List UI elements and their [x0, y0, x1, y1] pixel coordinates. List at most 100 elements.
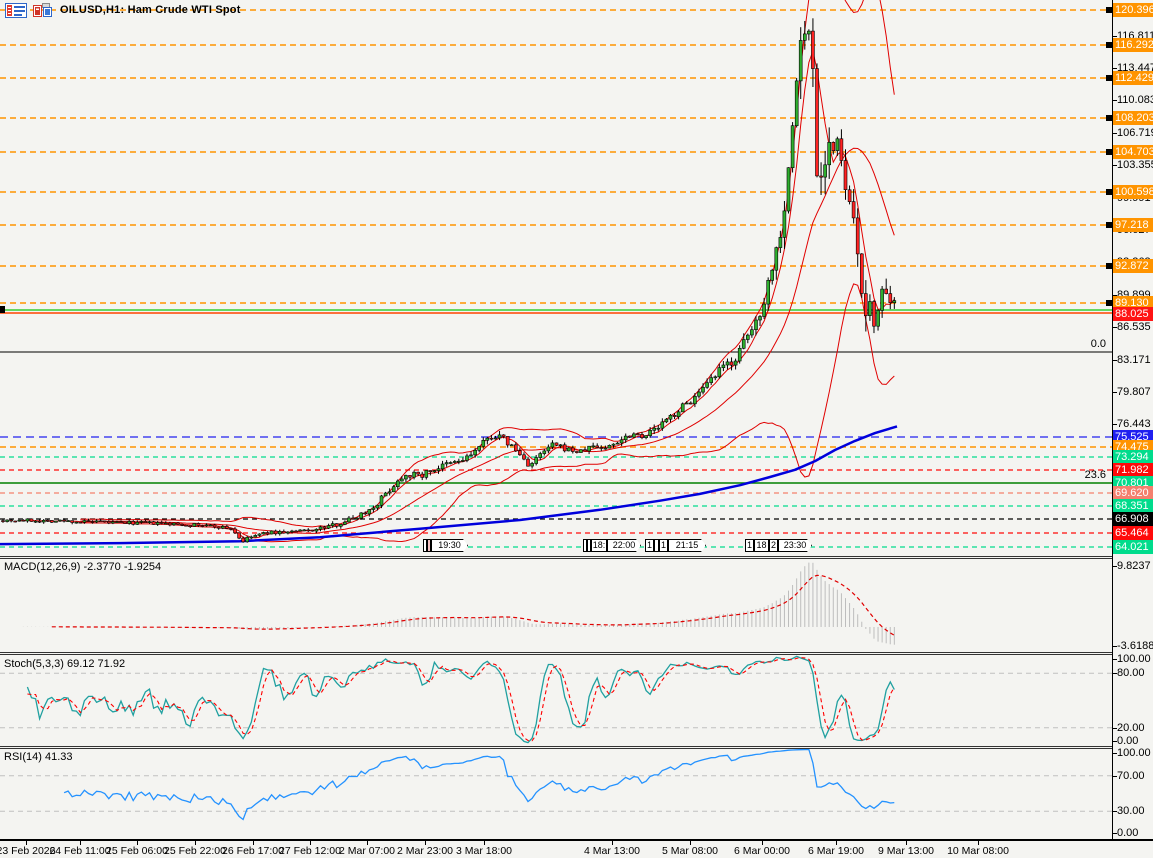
vline-time-tag[interactable]: 21:15 [668, 539, 706, 552]
vline-time-tag[interactable]: 18 [754, 539, 769, 552]
hline-marker[interactable] [1106, 7, 1112, 13]
stoch-panel-canvas[interactable] [0, 655, 1112, 746]
time-axis-tick [195, 841, 196, 845]
price-axis-tick [1112, 392, 1117, 393]
time-axis-tick [80, 841, 81, 845]
time-axis-tick [906, 841, 907, 845]
indicator-axis-label: 70.00 [1117, 770, 1145, 782]
panel-separator[interactable] [0, 652, 1112, 655]
time-axis-tick [367, 841, 368, 845]
price-axis-label: 76.443 [1117, 418, 1151, 430]
time-axis-label: 2 Mar 23:00 [396, 845, 454, 857]
indicator-axis-label: 100.00 [1117, 747, 1151, 759]
price-level-label[interactable]: 116.292 [1113, 38, 1153, 52]
price-level-label[interactable]: 120.396 [1113, 3, 1153, 17]
panel-separator[interactable] [0, 746, 1112, 749]
vline-time-tag[interactable] [587, 539, 591, 552]
vline-time-tag[interactable] [427, 539, 431, 552]
price-axis-tick [1112, 360, 1117, 361]
hline-marker[interactable] [1106, 222, 1112, 228]
chart-windows-icon[interactable] [32, 2, 55, 18]
price-level-label[interactable]: 69.620 [1113, 486, 1153, 500]
time-axis-label: 6 Mar 00:00 [733, 845, 791, 857]
price-level-label[interactable]: 100.598 [1113, 185, 1153, 199]
time-axis-label: 5 Mar 08:00 [661, 845, 719, 857]
hline-marker[interactable] [1106, 75, 1112, 81]
time-axis-label: 27 Feb 12:00 [279, 845, 341, 857]
hline-marker[interactable] [1106, 300, 1112, 306]
hline-marker[interactable] [1106, 42, 1112, 48]
vline-time-tag[interactable]: 23:30 [778, 539, 812, 552]
vline-time-tag[interactable] [654, 539, 659, 552]
price-axis-label: 79.807 [1117, 386, 1151, 398]
hline-marker[interactable] [1106, 263, 1112, 269]
indicator-axis-tick [1112, 833, 1117, 834]
price-level-label[interactable]: 108.203 [1113, 111, 1153, 125]
price-level-label[interactable]: 112.429 [1113, 71, 1153, 85]
hline-marker[interactable] [1106, 115, 1112, 121]
price-axis-tick [1112, 165, 1117, 166]
vline-time-tag[interactable] [583, 539, 587, 552]
time-axis[interactable] [0, 839, 1153, 858]
price-axis-label: 83.171 [1117, 354, 1151, 366]
macd-panel-canvas[interactable] [0, 559, 1112, 652]
hline-marker[interactable] [1106, 149, 1112, 155]
price-level-label[interactable]: 104.703 [1113, 145, 1153, 159]
price-level-label[interactable]: 97.218 [1113, 218, 1153, 232]
vline-time-tag[interactable]: 2 [769, 539, 778, 552]
indicator-axis-label: 100.00 [1117, 653, 1151, 665]
vline-time-tag[interactable] [423, 539, 427, 552]
indicator-axis-tick [1112, 776, 1117, 777]
time-axis-tick [310, 841, 311, 845]
price-level-label[interactable]: 64.021 [1113, 540, 1153, 554]
vline-time-tag[interactable]: 18: [591, 539, 607, 552]
time-axis-tick [253, 841, 254, 845]
vline-time-tag[interactable]: 19:30 [431, 539, 468, 552]
time-axis-tick [137, 841, 138, 845]
hline-marker[interactable] [1106, 189, 1112, 195]
time-axis-label: 2 Mar 07:00 [338, 845, 396, 857]
price-axis-label: 106.719 [1117, 127, 1153, 139]
time-axis-tick [612, 841, 613, 845]
time-axis-label: 9 Mar 13:00 [877, 845, 935, 857]
panel-separator[interactable] [0, 556, 1112, 559]
macd-indicator-label: MACD(12,26,9) -2.3770 -1.9254 [4, 561, 162, 573]
price-axis-border [1112, 0, 1113, 841]
indicator-axis-label: 80.00 [1117, 667, 1145, 679]
price-axis-tick [1112, 36, 1117, 37]
price-level-label[interactable]: 89.130 [1113, 296, 1153, 310]
hline-anchor-marker[interactable] [0, 306, 5, 313]
vline-time-tag[interactable]: 1 [645, 539, 654, 552]
indicator-axis-label: -3.6188 [1117, 640, 1153, 652]
time-axis-tick [978, 841, 979, 845]
price-level-label[interactable]: 73.294 [1113, 450, 1153, 464]
price-level-label[interactable]: 66.908 [1113, 512, 1153, 526]
indicator-axis-tick [1112, 728, 1117, 729]
indicator-axis-tick [1112, 673, 1117, 674]
indicator-axis-tick [1112, 811, 1117, 812]
time-axis-label: 6 Mar 19:00 [807, 845, 865, 857]
fibonacci-level-label: 23.6 [1084, 469, 1106, 481]
time-axis-tick [836, 841, 837, 845]
price-chart-canvas[interactable] [0, 0, 1112, 556]
chart-title: OILUSD,H1: Ham Crude WTI Spot [60, 4, 241, 16]
indicator-axis-label: 0.00 [1117, 735, 1139, 747]
price-level-label[interactable]: 65.464 [1113, 526, 1153, 540]
chart-title-bar: OILUSD,H1: Ham Crude WTI Spot [5, 2, 241, 18]
price-level-label[interactable]: 92.872 [1113, 259, 1153, 273]
quotes-list-icon[interactable] [5, 2, 27, 18]
stoch-indicator-label: Stoch(5,3,3) 69.12 71.92 [4, 658, 126, 670]
price-level-label[interactable]: 88.025 [1113, 307, 1153, 321]
price-axis-tick [1112, 327, 1117, 328]
time-axis-label: 25 Feb 06:00 [106, 845, 168, 857]
price-axis-tick [1112, 133, 1117, 134]
vline-time-tag[interactable]: 1 [745, 539, 754, 552]
indicator-axis-label: 0.00 [1117, 827, 1139, 839]
price-level-label[interactable]: 71.982 [1113, 463, 1153, 477]
indicator-axis-tick [1112, 566, 1117, 567]
vline-time-tag[interactable]: 22:00 [607, 539, 641, 552]
vline-time-tag[interactable]: 1 [659, 539, 668, 552]
rsi-panel-canvas[interactable] [0, 749, 1112, 838]
price-level-label[interactable]: 68.351 [1113, 499, 1153, 513]
